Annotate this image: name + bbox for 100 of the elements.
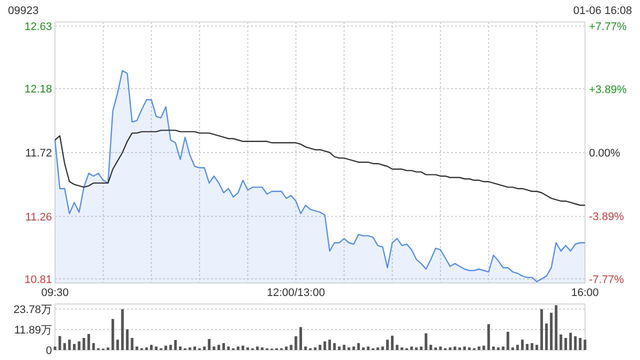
- bar: [318, 344, 322, 350]
- bar: [68, 340, 71, 350]
- bar: [126, 329, 129, 350]
- bar: [78, 341, 80, 350]
- bar: [468, 347, 471, 350]
- bar: [284, 346, 288, 350]
- bar: [290, 344, 292, 350]
- bar: [439, 346, 442, 350]
- bar: [256, 346, 259, 350]
- chart-title: 09923: [8, 5, 39, 17]
- y2-tick-label: +7.77%: [589, 21, 627, 34]
- bar: [506, 332, 510, 350]
- y-tick-label: 11.89万: [14, 324, 52, 337]
- bar: [246, 347, 250, 350]
- y-tick-label: 11.26: [25, 211, 52, 224]
- y2-tick-label: -3.89%: [589, 210, 624, 223]
- bar: [448, 347, 452, 350]
- bar: [540, 309, 543, 350]
- y-tick-label: 11.72: [25, 148, 52, 160]
- bar: [54, 346, 56, 350]
- bar: [550, 312, 553, 350]
- bar: [560, 334, 562, 350]
- bar: [511, 347, 514, 350]
- bar: [314, 347, 317, 350]
- bar: [516, 344, 519, 350]
- bar: [121, 309, 124, 350]
- bar: [188, 347, 192, 350]
- bar: [482, 346, 486, 350]
- bar: [396, 344, 398, 350]
- bar: [342, 344, 346, 350]
- bar: [154, 346, 158, 350]
- bar: [116, 340, 119, 350]
- bar: [463, 346, 466, 350]
- bar: [130, 338, 134, 350]
- bar: [569, 332, 572, 350]
- bar: [203, 346, 206, 350]
- bar: [150, 344, 153, 350]
- bar: [217, 344, 220, 350]
- bar: [574, 336, 577, 350]
- bar: [87, 334, 90, 350]
- bar: [526, 344, 529, 350]
- bar: [400, 347, 404, 350]
- bar: [299, 327, 302, 350]
- bar: [333, 343, 336, 350]
- bar: [304, 346, 307, 350]
- y-tick-label: 10.81: [24, 274, 52, 286]
- line-series: [54, 130, 586, 206]
- y2-tick-label: 0.00%: [589, 148, 620, 160]
- bar: [111, 318, 114, 350]
- bar: [386, 340, 389, 350]
- bar: [164, 346, 168, 350]
- bar: [492, 346, 495, 350]
- bar: [294, 336, 298, 350]
- bar: [323, 341, 326, 350]
- y-tick-label: 0: [46, 345, 52, 357]
- bar: [458, 347, 462, 350]
- bar: [193, 346, 196, 350]
- bar: [434, 347, 437, 350]
- bar: [420, 346, 423, 350]
- bar: [227, 346, 230, 350]
- bar: [58, 336, 62, 350]
- bar: [260, 347, 264, 350]
- bar: [530, 343, 534, 350]
- bar: [429, 344, 432, 350]
- bar: [178, 346, 182, 350]
- bar: [212, 346, 216, 350]
- bar: [502, 346, 504, 350]
- y-tick-label: 23.78万: [13, 304, 52, 316]
- bar: [478, 346, 480, 350]
- bar: [352, 346, 356, 350]
- bar: [357, 343, 360, 350]
- bar: [338, 346, 341, 350]
- bar: [584, 340, 586, 350]
- text: 01-06 16:08: [573, 5, 632, 17]
- bar: [106, 347, 110, 350]
- bar: [362, 347, 365, 350]
- bar: [535, 344, 538, 350]
- bar: [174, 340, 177, 350]
- y-tick-label: 12.18: [24, 84, 52, 96]
- x-tick-label: 09:30: [41, 287, 69, 299]
- bar: [63, 343, 66, 350]
- bar: [496, 347, 500, 350]
- bar: [169, 344, 172, 350]
- bar: [72, 344, 76, 350]
- bar: [410, 346, 413, 350]
- bar: [381, 346, 384, 350]
- bar: [545, 323, 548, 350]
- bar: [348, 347, 350, 350]
- bar: [578, 338, 582, 350]
- bar: [454, 346, 456, 350]
- x-tick-label: 12:00/13:00: [266, 287, 325, 299]
- bar: [136, 346, 138, 350]
- bar: [487, 324, 490, 350]
- bar: [92, 343, 95, 350]
- bar: [242, 346, 244, 350]
- bar: [236, 346, 240, 350]
- bar: [554, 305, 558, 350]
- y2-tick-label: -7.77%: [589, 274, 624, 286]
- y2-tick-label: +3.89%: [589, 84, 627, 96]
- bar: [328, 340, 331, 350]
